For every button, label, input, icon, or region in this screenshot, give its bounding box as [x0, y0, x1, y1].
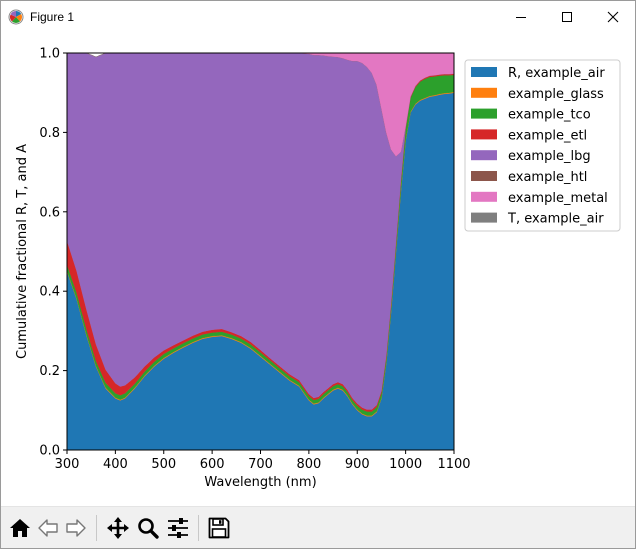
close-icon — [607, 11, 619, 22]
maximize-button[interactable] — [544, 1, 590, 32]
legend-label: example_etl — [508, 128, 587, 143]
forward-arrow-icon — [66, 519, 86, 537]
legend-label: T, example_air — [507, 212, 604, 227]
legend-label: example_glass — [508, 87, 604, 102]
x-tick-label: 900 — [345, 457, 370, 472]
stacked-area-chart: 300 400 500 600 700 800 900 1000 1100 0.0 0.2 0.4 0.… — [15, 47, 621, 490]
home-button[interactable] — [6, 514, 34, 542]
x-tick-label: 500 — [151, 457, 176, 472]
y-tick-label: 0.4 — [39, 285, 60, 300]
x-tick-label: 1100 — [437, 457, 470, 472]
legend-swatch — [471, 171, 497, 181]
window-title: Figure 1 — [30, 10, 75, 24]
legend-swatch — [471, 87, 497, 98]
x-axis-label: Wavelength (nm) — [204, 475, 316, 490]
area-layers — [67, 53, 454, 450]
legend-swatch — [471, 191, 497, 202]
matplotlib-logo-icon — [8, 9, 24, 25]
magnifier-icon — [138, 518, 159, 539]
configure-subplots-button[interactable] — [164, 514, 192, 542]
y-tick-label: 0.8 — [39, 126, 60, 141]
legend-label: example_htl — [508, 170, 587, 185]
title-bar[interactable]: Figure 1 — [1, 1, 635, 32]
back-button[interactable] — [34, 514, 62, 542]
legend-label: example_lbg — [508, 149, 591, 164]
minimize-icon — [516, 16, 526, 18]
navigation-toolbar — [1, 506, 635, 548]
legend-label: R, example_air — [508, 66, 605, 81]
maximize-icon — [562, 11, 572, 22]
y-tick-label: 0.2 — [39, 364, 60, 379]
legend-box — [464, 59, 621, 232]
legend-swatch — [471, 150, 497, 161]
home-icon — [10, 519, 30, 537]
legend-swatch — [471, 129, 497, 140]
back-arrow-icon — [38, 519, 58, 537]
x-tick-label: 300 — [55, 457, 80, 472]
legend-swatch — [471, 212, 497, 223]
toolbar-separator — [96, 515, 97, 541]
toolbar-separator — [198, 515, 199, 541]
save-button[interactable] — [205, 514, 233, 542]
area-series-7 — [67, 53, 454, 157]
legend-label: example_tco — [508, 108, 591, 123]
plot-canvas[interactable]: 300 400 500 600 700 800 900 1000 1100 0.0 0.2 0.4 0.… — [1, 32, 635, 506]
minimize-button[interactable] — [498, 1, 544, 32]
x-tick-label: 1000 — [389, 457, 422, 472]
legend-swatch — [471, 67, 497, 77]
y-tick-label: 0.6 — [39, 205, 60, 220]
legend-label: example_metal — [508, 191, 608, 206]
zoom-button[interactable] — [134, 514, 162, 542]
y-axis-label: Cumulative fractional R, T, and A — [15, 144, 30, 359]
y-tick-label: 0.0 — [39, 444, 60, 459]
x-tick-label: 400 — [103, 457, 128, 472]
move-icon — [107, 517, 129, 539]
close-button[interactable] — [590, 1, 635, 32]
pan-button[interactable] — [104, 514, 132, 542]
x-tick-label: 700 — [248, 457, 273, 472]
forward-button[interactable] — [62, 514, 90, 542]
y-tick-label: 1.0 — [39, 47, 60, 62]
legend-swatch — [471, 108, 497, 119]
floppy-disk-icon — [208, 517, 230, 539]
x-tick-label: 800 — [296, 457, 321, 472]
sliders-icon — [168, 518, 188, 538]
x-tick-label: 600 — [200, 457, 225, 472]
